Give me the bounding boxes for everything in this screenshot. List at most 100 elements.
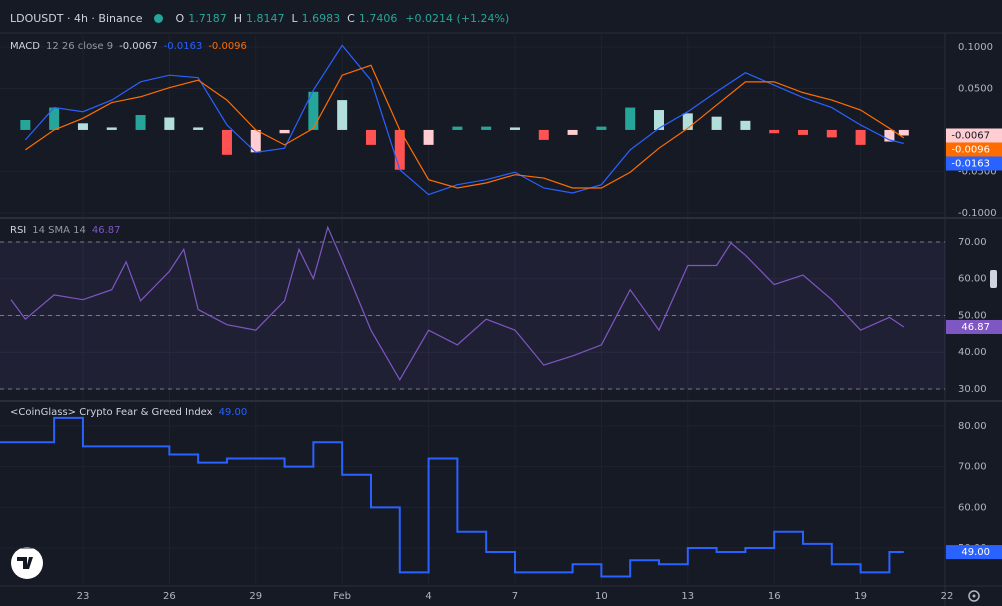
price-tag bbox=[946, 319, 1002, 334]
histogram-bar bbox=[898, 129, 909, 136]
x-tick-label: 22 bbox=[941, 591, 954, 602]
macd-legend: MACD 12 26 close 9 -0.0067 -0.0163 -0.0096 bbox=[10, 41, 247, 52]
price-tag-label: -0.0163 bbox=[951, 158, 990, 169]
legend-params: 14 SMA 14 bbox=[32, 225, 86, 236]
price-tag-label: 46.87 bbox=[961, 322, 990, 333]
macd-line bbox=[25, 64, 905, 189]
legend-name: <CoinGlass> Crypto Fear & Greed Index bbox=[10, 407, 213, 418]
histogram-bar bbox=[625, 107, 636, 130]
settings-icon[interactable] bbox=[968, 590, 980, 602]
x-tick-label: 4 bbox=[425, 591, 431, 602]
histogram-bar bbox=[308, 91, 319, 130]
status-dot bbox=[153, 14, 163, 23]
legend-value: -0.0163 bbox=[163, 41, 203, 52]
histogram-bar bbox=[365, 129, 376, 145]
y-tick-label: 40.00 bbox=[958, 347, 987, 358]
histogram-bar bbox=[596, 126, 607, 130]
fg-line bbox=[0, 416, 904, 578]
y-tick-label: 60.00 bbox=[958, 274, 987, 285]
histogram-bar bbox=[798, 129, 809, 135]
x-tick-label: 13 bbox=[681, 591, 694, 602]
change: +0.0214 (+1.24%) bbox=[405, 12, 510, 25]
ohlc-value: 1.8147 bbox=[246, 12, 285, 25]
x-tick-label: 23 bbox=[77, 591, 90, 602]
histogram-bar bbox=[826, 129, 837, 138]
histogram-bar bbox=[481, 126, 492, 130]
histogram-bar bbox=[221, 129, 232, 155]
histogram-bar bbox=[682, 113, 693, 130]
pane bbox=[0, 219, 945, 400]
histogram-bar bbox=[884, 129, 895, 142]
histogram-bar bbox=[49, 107, 60, 130]
rsi-line bbox=[10, 225, 905, 381]
y-tick-label: 50.00 bbox=[958, 310, 987, 321]
legend-name: RSI bbox=[10, 225, 27, 236]
fg-legend: <CoinGlass> Crypto Fear & Greed Index 49.… bbox=[10, 407, 247, 418]
rsi-legend: RSI 14 SMA 14 46.87 bbox=[10, 225, 121, 236]
pane bbox=[0, 35, 945, 217]
ohlc: O 1.7187 H 1.8147 L 1.6983 C 1.7406 bbox=[176, 12, 401, 25]
x-tick-label: 26 bbox=[163, 591, 176, 602]
symbol: LDOUSDT · 4h · Binance bbox=[10, 12, 143, 25]
x-tick-label: 16 bbox=[768, 591, 781, 602]
histogram-bar bbox=[711, 116, 722, 130]
x-tick-label: 29 bbox=[249, 591, 262, 602]
ohlc-key: O bbox=[175, 12, 185, 25]
y-tick-label: 80.00 bbox=[958, 421, 987, 432]
price-tag-label: -0.0067 bbox=[951, 130, 990, 141]
histogram-bar bbox=[135, 115, 146, 130]
histogram-bar bbox=[250, 129, 261, 153]
ohlc-value: 1.6983 bbox=[301, 12, 341, 25]
ohlc-value: 1.7406 bbox=[358, 12, 398, 25]
y-tick-label: 0.0500 bbox=[958, 83, 993, 94]
histogram-bar bbox=[279, 129, 290, 134]
legend-name: MACD bbox=[10, 41, 40, 52]
histogram-bar bbox=[423, 129, 434, 145]
histogram-bar bbox=[452, 126, 463, 130]
price-tag bbox=[946, 128, 1002, 143]
legend-value: -0.0067 bbox=[119, 41, 158, 52]
macd-line bbox=[24, 44, 904, 196]
legend-value: -0.0096 bbox=[208, 41, 247, 52]
histogram-bar bbox=[855, 129, 866, 145]
y-tick-label: -0.0500 bbox=[958, 166, 997, 177]
ohlc-key: L bbox=[291, 12, 298, 25]
histogram-bar bbox=[164, 117, 175, 130]
histogram-bar bbox=[106, 127, 117, 130]
tv-logo bbox=[11, 547, 43, 579]
y-tick-label: 70.00 bbox=[958, 237, 987, 248]
histogram-bar bbox=[769, 129, 780, 134]
x-tick-label: 10 bbox=[595, 591, 608, 602]
y-tick-label: 70.00 bbox=[958, 462, 987, 473]
legend-value: 49.00 bbox=[218, 407, 248, 418]
x-tick-label: Feb bbox=[333, 591, 351, 602]
y-tick-label: 30.00 bbox=[958, 384, 987, 395]
pane bbox=[0, 402, 945, 585]
histogram-bar bbox=[394, 129, 405, 170]
histogram-bar bbox=[538, 129, 549, 140]
histogram-bar bbox=[193, 127, 204, 130]
price-tag bbox=[946, 142, 1002, 157]
price-tag-label: -0.0096 bbox=[951, 144, 990, 155]
price-tag bbox=[946, 545, 1002, 560]
ohlc-key: C bbox=[347, 12, 355, 25]
y-tick-label: 60.00 bbox=[958, 502, 987, 513]
x-tick-label: 7 bbox=[512, 591, 518, 602]
x-tick-label: 19 bbox=[854, 591, 867, 602]
histogram-bar bbox=[337, 100, 348, 130]
price-tag-label: 49.00 bbox=[961, 547, 990, 558]
histogram-bar bbox=[567, 129, 578, 135]
price-tag bbox=[946, 156, 1002, 171]
histogram-bar bbox=[77, 123, 88, 130]
histogram-bar bbox=[653, 110, 664, 130]
symbol-header: LDOUSDT · 4h · Binance O 1.7187 H 1.8147 L 1.… bbox=[10, 12, 509, 25]
legend-value: 46.87 bbox=[91, 225, 121, 236]
scale-handle[interactable] bbox=[990, 270, 997, 288]
histogram-bar bbox=[20, 119, 31, 130]
histogram-bar bbox=[740, 120, 751, 130]
histogram-bar bbox=[509, 127, 520, 130]
y-tick-label: 0.1000 bbox=[958, 42, 993, 53]
legend-params: 12 26 close 9 bbox=[45, 41, 114, 52]
ohlc-value: 1.7187 bbox=[188, 12, 227, 25]
